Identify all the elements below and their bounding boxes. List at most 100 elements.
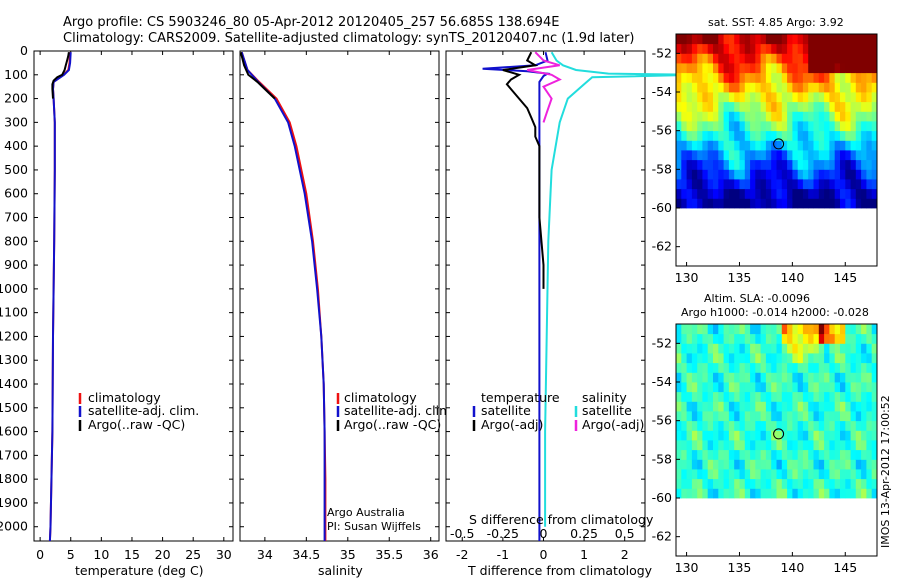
sla-cell <box>850 469 857 480</box>
sst-cell <box>744 92 751 103</box>
sst-cell <box>813 101 820 112</box>
sla-cell <box>808 449 814 460</box>
sst-cell <box>824 101 830 112</box>
sla-cell <box>866 353 873 364</box>
sst-cell <box>734 150 740 161</box>
sla-cell <box>765 449 772 460</box>
sst-cell <box>792 92 799 103</box>
sla-cell <box>866 440 873 451</box>
sla-cell <box>840 420 846 431</box>
x-tick-label: 10 <box>93 547 109 562</box>
imos-timestamp: IMOS 13-Apr-2012 17:00:52 <box>879 395 892 548</box>
sla-cell <box>808 420 814 431</box>
sla-cell <box>861 440 867 451</box>
sst-cell <box>739 53 746 64</box>
sla-cell <box>776 459 783 470</box>
sla-cell <box>813 478 820 489</box>
sst-cell <box>723 53 730 64</box>
sla-cell <box>802 362 809 373</box>
sla-cell <box>776 440 783 451</box>
sla-cell <box>723 420 730 431</box>
temperature-profiles <box>48 52 72 542</box>
sst-cell <box>691 159 698 170</box>
x-tick-label: -1 <box>497 547 509 562</box>
sst-cell <box>681 34 687 45</box>
sst-cell <box>728 111 735 122</box>
sla-cell <box>855 391 862 402</box>
sst-cell <box>871 111 878 122</box>
sla-cell <box>845 391 851 402</box>
sla-map-panel: Altim. SLA: -0.0096 Argo h1000: -0.014 h… <box>652 292 878 575</box>
sla-cell <box>744 372 751 383</box>
x-tick-label: 35 <box>340 547 356 562</box>
sla-cell <box>697 440 703 451</box>
sla-cell <box>691 478 698 489</box>
sst-cell <box>866 140 873 151</box>
temperature-axes-box <box>33 50 234 542</box>
sst-cell <box>723 92 730 103</box>
sla-cell <box>787 478 793 489</box>
sla-cell <box>866 391 873 402</box>
sst-cell <box>771 188 777 199</box>
sla-cell <box>739 401 746 412</box>
sst-cell <box>723 198 730 209</box>
sla-cell <box>676 362 682 373</box>
sla-cell <box>697 469 703 480</box>
difference-panel: -2 -1 0 1 2 -0.5 -0.25 0 0.25 0.5 S difference f… <box>445 50 698 578</box>
sla-cell <box>850 401 857 412</box>
sst-cell <box>834 92 841 103</box>
salinity-xlabel: salinity <box>318 563 363 578</box>
sst-cell <box>707 43 714 54</box>
sst-cell <box>834 150 841 161</box>
sst-cell <box>750 140 756 151</box>
sst-cell <box>866 121 873 132</box>
sla-cell <box>813 343 820 354</box>
sst-cell <box>813 92 820 103</box>
sla-cell <box>840 333 846 344</box>
sst-cell <box>787 101 793 112</box>
sst-cell <box>850 34 857 45</box>
sla-cell <box>739 343 746 354</box>
sla-cell <box>824 459 830 470</box>
sst-cell <box>824 82 830 93</box>
sla-cell <box>681 459 687 470</box>
sla-cell <box>744 411 751 422</box>
sla-cell <box>850 333 857 344</box>
sla-cell <box>686 420 693 431</box>
sst-cell <box>861 150 867 161</box>
sst-cell <box>686 188 693 199</box>
sla-cell <box>776 469 783 480</box>
sla-cell <box>797 440 804 451</box>
sla-cell <box>824 449 830 460</box>
sst-cell <box>702 34 709 45</box>
sla-cell <box>681 324 687 335</box>
sst-cell <box>739 159 746 170</box>
sla-cell <box>676 333 682 344</box>
sla-cell <box>718 449 724 460</box>
sla-cell <box>850 372 857 383</box>
sla-cell <box>713 469 719 480</box>
sla-cell <box>681 469 687 480</box>
sla-cell <box>691 469 698 480</box>
sla-cell <box>861 430 867 441</box>
sst-cell <box>681 169 687 180</box>
sla-cell <box>776 333 783 344</box>
sla-cell <box>755 449 761 460</box>
x-tick-label: 34.5 <box>292 547 320 562</box>
sla-cell <box>728 459 735 470</box>
profile-line-s-satellite <box>544 51 698 527</box>
sst-cell <box>755 150 761 161</box>
sla-cell <box>713 430 719 441</box>
legend-s-argo-label: Argo(-adj) <box>582 417 644 432</box>
sst-cell <box>718 53 724 64</box>
sst-cell <box>813 82 820 93</box>
sla-cell <box>744 430 751 441</box>
sla-cell <box>713 440 719 451</box>
sla-cell <box>866 469 873 480</box>
sst-cell <box>765 130 772 141</box>
sla-cell <box>760 362 767 373</box>
sst-cell <box>728 82 735 93</box>
sst-cell <box>697 159 703 170</box>
sla-cell <box>750 343 756 354</box>
